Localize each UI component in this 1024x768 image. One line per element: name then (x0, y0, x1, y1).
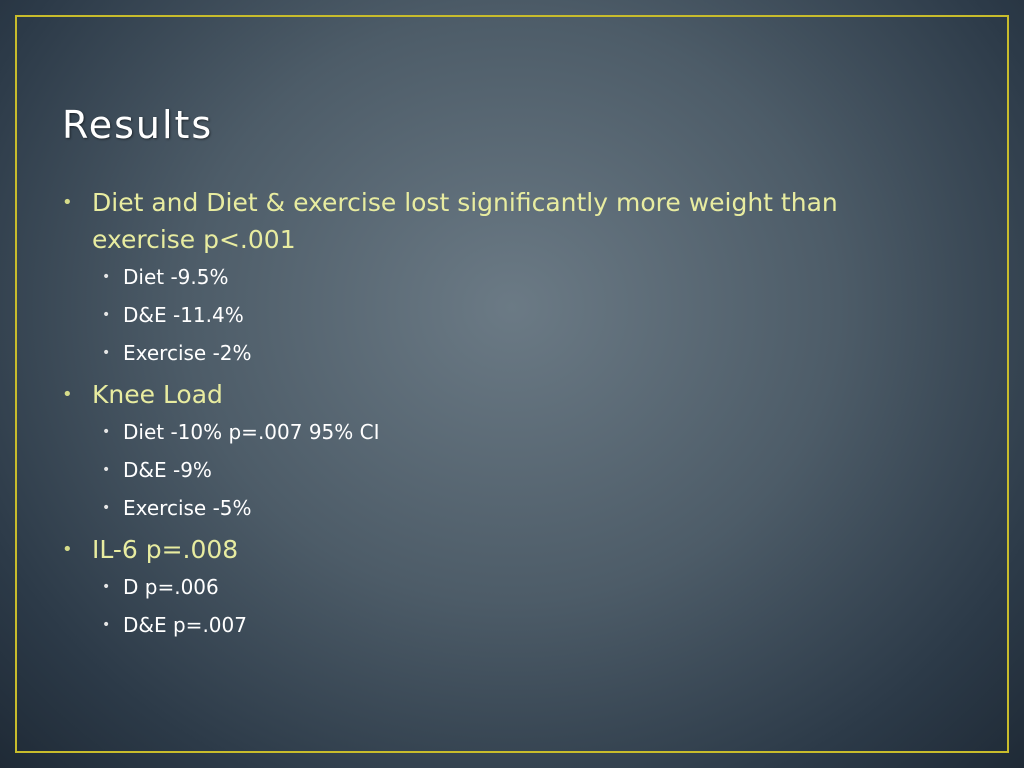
sub-bullet-text: Exercise -5% (123, 496, 252, 520)
sub-bullet-item: • Exercise -5% (62, 489, 942, 527)
bullet-icon: • (102, 579, 111, 595)
bullet-icon: • (102, 345, 111, 361)
bullet-text: IL-6 p=.008 (92, 535, 239, 564)
sub-bullet-text: Diet -9.5% (123, 265, 229, 289)
bullet-icon: • (102, 462, 111, 478)
sub-bullet-text: Diet -10% p=.007 95% CI (123, 420, 380, 444)
bullet-icon: • (102, 424, 111, 440)
bullet-icon: • (102, 307, 111, 323)
bullet-item-il6: • IL-6 p=.008 (62, 531, 942, 568)
slide-frame (15, 15, 1009, 753)
bullet-icon: • (102, 617, 111, 633)
sub-bullet-text: D&E -11.4% (123, 303, 244, 327)
sub-bullet-item: • D&E -9% (62, 451, 942, 489)
bullet-icon: • (102, 269, 111, 285)
bullet-item-knee-load: • Knee Load (62, 376, 942, 413)
bullet-icon: • (102, 500, 111, 516)
sub-bullet-text: Exercise -2% (123, 341, 252, 365)
bullet-item-weight-loss: • Diet and Diet & exercise lost signific… (62, 184, 942, 258)
bullet-icon: • (62, 384, 73, 405)
sub-bullet-text: D p=.006 (123, 575, 219, 599)
sub-bullet-item: • D&E -11.4% (62, 296, 942, 334)
sub-bullet-text: D&E -9% (123, 458, 212, 482)
bullet-text: Knee Load (92, 380, 223, 409)
sub-bullet-item: • D&E p=.007 (62, 606, 942, 644)
sub-bullet-item: • Diet -9.5% (62, 258, 942, 296)
sub-bullet-text: D&E p=.007 (123, 613, 247, 637)
sub-bullet-item: • D p=.006 (62, 568, 942, 606)
sub-bullet-item: • Exercise -2% (62, 334, 942, 372)
bullet-icon: • (62, 539, 73, 560)
sub-bullet-item: • Diet -10% p=.007 95% CI (62, 413, 942, 451)
bullet-text: Diet and Diet & exercise lost significan… (92, 188, 838, 254)
bullet-icon: • (62, 192, 73, 213)
slide-title: Results (62, 103, 214, 147)
bullet-list: • Diet and Diet & exercise lost signific… (62, 184, 942, 644)
